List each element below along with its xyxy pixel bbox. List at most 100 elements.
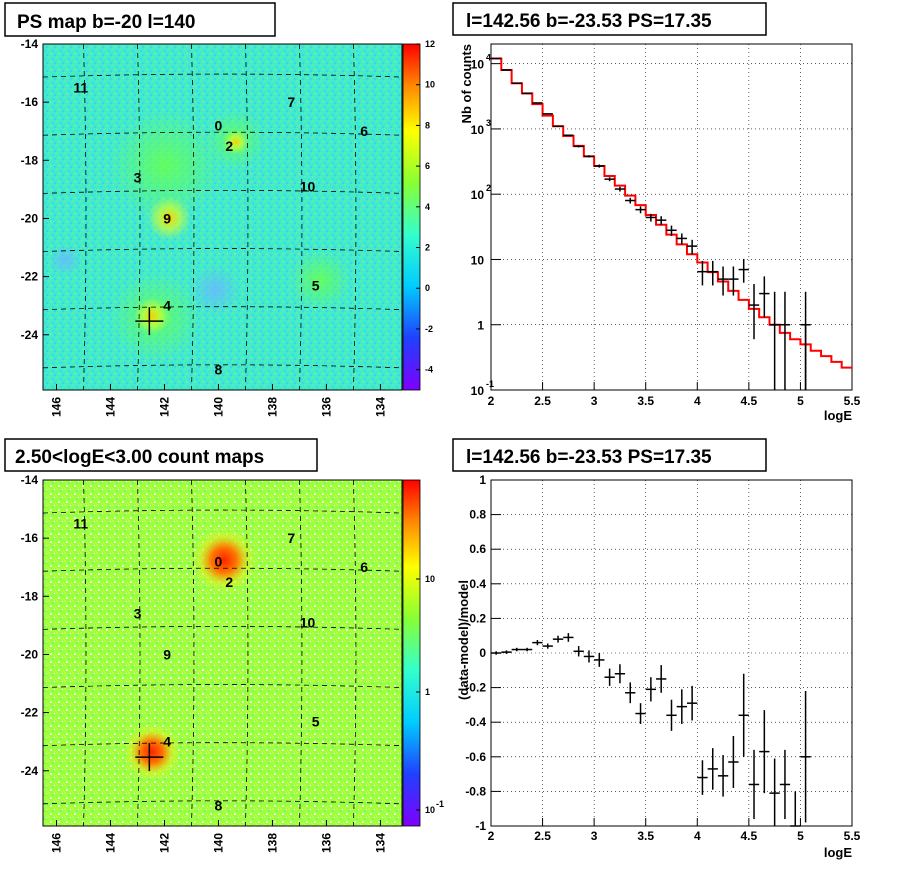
x-tick-label: 142	[157, 833, 171, 853]
source-label: 10	[300, 178, 316, 194]
grid-meridian	[299, 479, 303, 827]
source-label: 0	[215, 117, 223, 133]
plot-frame	[490, 43, 853, 391]
grid-parallel	[42, 73, 403, 78]
y-tick-label: -16	[21, 95, 39, 109]
y-tick-label: -20	[21, 211, 39, 225]
y-tick-label: 1	[477, 319, 484, 333]
low-emission-region	[49, 244, 81, 276]
source-label: 3	[134, 606, 142, 622]
source-label: 6	[360, 123, 368, 139]
emission-region	[110, 110, 220, 220]
x-tick-label: 2.5	[534, 394, 551, 408]
colorbar	[402, 43, 421, 391]
x-tick-label: 2.5	[534, 829, 551, 843]
grid-meridian	[83, 479, 87, 827]
y-tick-label: 10	[471, 123, 485, 137]
y-tick-label: 1	[479, 473, 486, 487]
grid-parallel	[42, 131, 403, 136]
grid-meridian	[191, 43, 195, 391]
grid-parallel	[42, 684, 403, 688]
colorbar-tick-label: -2	[425, 324, 433, 334]
panel-title: 2.50<logE<3.00 count maps	[15, 447, 264, 468]
grid-parallel	[42, 625, 403, 630]
y-tick-label: 10	[471, 253, 485, 267]
x-tick-label: 2	[488, 829, 495, 843]
y-tick-label: -0.4	[465, 715, 486, 729]
y-tick-label: -0.8	[465, 784, 486, 798]
y-tick-label: -14	[21, 37, 39, 51]
source-label: 3	[134, 170, 142, 186]
grid-meridian	[137, 43, 141, 391]
x-tick-label: 4.5	[741, 394, 758, 408]
emission-peak	[224, 130, 248, 154]
x-tick-label: 146	[49, 397, 63, 417]
map-frame	[42, 479, 403, 827]
panel-title-box	[452, 2, 767, 36]
model-step-line	[491, 57, 852, 369]
grid-meridian	[353, 43, 357, 391]
colorbar-tick-label: 1	[425, 687, 430, 697]
grid-meridian	[245, 43, 249, 391]
colorbar-tick-label: 10	[425, 805, 435, 815]
grid-parallel	[42, 189, 403, 194]
colorbar-tick-label: 2	[425, 243, 430, 253]
x-tick-label: 144	[103, 833, 117, 853]
y-tick-label: -24	[21, 328, 39, 342]
x-tick-label: 146	[49, 833, 63, 853]
x-tick-label: 3.5	[637, 829, 654, 843]
x-tick-label: 2	[488, 394, 495, 408]
source-label: 9	[163, 210, 171, 226]
emission-region	[290, 250, 350, 310]
y-tick-label: -22	[21, 706, 39, 720]
source-label: 5	[312, 713, 320, 729]
y-tick-label: 0.2	[469, 611, 486, 625]
panel-title-box	[4, 438, 318, 472]
y-tick-label: 10	[471, 188, 485, 202]
panel-title-box	[4, 2, 276, 37]
x-axis-title: logE	[824, 408, 852, 423]
panel-title: l=142.56 b=-23.53 PS=17.35	[466, 447, 712, 468]
grid-parallel	[42, 364, 403, 369]
colorbar-tick-label: 10	[425, 80, 435, 90]
y-tick-label: -14	[21, 473, 39, 487]
panel-title-box	[452, 438, 767, 472]
x-tick-label: 3.5	[637, 394, 654, 408]
colorbar-tick-label: 10	[425, 574, 435, 584]
grid-parallel	[42, 509, 403, 514]
grid-meridian	[83, 43, 87, 391]
grid-parallel	[42, 567, 403, 572]
y-tick-label: 0.8	[469, 508, 486, 522]
emission-peak	[192, 528, 256, 592]
y-tick-exponent: 4	[486, 53, 491, 63]
x-axis-title: logE	[824, 845, 852, 860]
source-label: 7	[287, 530, 295, 546]
x-tick-label: 140	[211, 397, 225, 417]
source-label: 8	[215, 798, 223, 814]
x-tick-label: 5.5	[844, 394, 861, 408]
colorbar-tick-label: -4	[425, 365, 433, 375]
grid-parallel	[42, 800, 403, 805]
y-tick-label: -1	[475, 819, 486, 833]
y-tick-label: 0	[479, 646, 486, 660]
x-tick-label: 134	[373, 397, 387, 417]
source-label: 2	[225, 574, 233, 590]
source-label: 5	[312, 277, 320, 293]
x-tick-label: 4	[694, 394, 701, 408]
colorbar-tick-exponent: -1	[436, 799, 444, 809]
y-tick-label: 10	[471, 58, 485, 72]
source-label: 11	[73, 80, 88, 96]
y-tick-label: -16	[21, 531, 39, 545]
y-axis-title: (data-model)/model	[456, 580, 471, 700]
panel-title: l=142.56 b=-23.53 PS=17.35	[466, 11, 712, 32]
source-label: 10	[300, 614, 316, 630]
y-tick-label: -24	[21, 764, 39, 778]
x-tick-label: 5.5	[844, 829, 861, 843]
source-label: 4	[163, 298, 171, 314]
map-frame	[42, 43, 403, 391]
x-tick-label: 3	[591, 829, 598, 843]
x-tick-label: 136	[319, 397, 333, 417]
y-tick-label: -18	[21, 589, 39, 603]
source-label: 7	[287, 94, 295, 110]
